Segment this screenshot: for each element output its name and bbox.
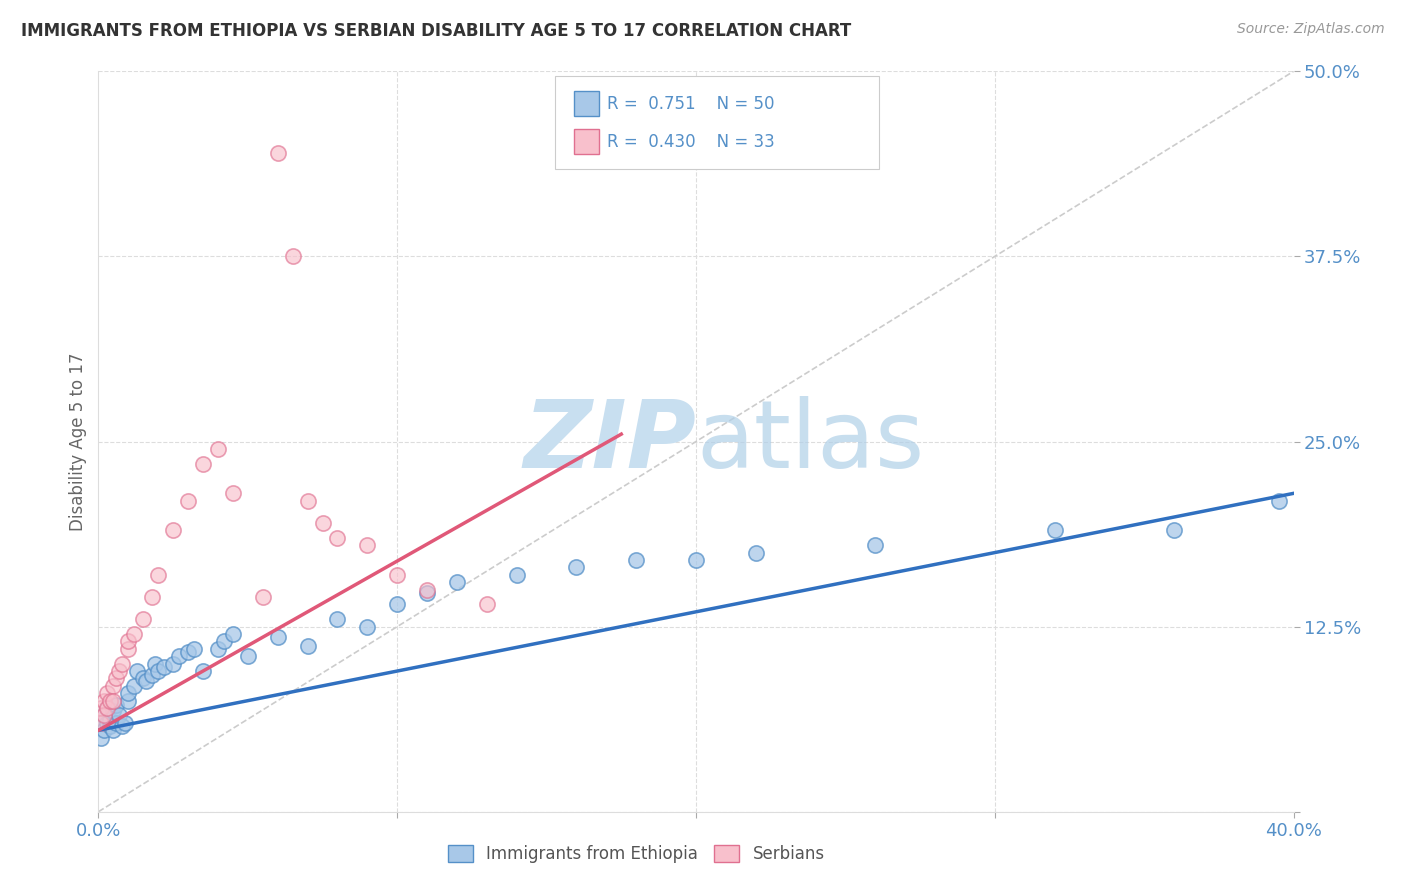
Point	[143, 657, 166, 671]
Point	[141, 668, 163, 682]
Point	[326, 531, 349, 545]
Point	[108, 708, 131, 723]
Point	[103, 723, 125, 738]
Point	[267, 145, 290, 160]
Point	[626, 553, 648, 567]
Point	[93, 708, 115, 723]
Point	[177, 645, 200, 659]
Text: Source: ZipAtlas.com: Source: ZipAtlas.com	[1237, 22, 1385, 37]
Text: ZIP: ZIP	[523, 395, 696, 488]
Point	[90, 715, 112, 730]
Point	[124, 627, 146, 641]
Point	[385, 567, 409, 582]
Point	[90, 715, 112, 730]
Point	[183, 641, 205, 656]
Point	[108, 664, 131, 678]
Point	[475, 598, 498, 612]
Point	[222, 627, 245, 641]
Point	[96, 701, 118, 715]
Point	[416, 582, 439, 597]
Point	[311, 516, 333, 530]
Point	[93, 708, 115, 723]
Point	[1267, 493, 1289, 508]
Point	[1163, 524, 1185, 538]
Point	[105, 672, 128, 686]
Point	[98, 713, 122, 727]
Point	[207, 442, 229, 456]
Point	[385, 598, 409, 612]
Point	[236, 649, 259, 664]
Point	[148, 664, 170, 678]
Point	[326, 612, 349, 626]
Point	[124, 679, 146, 693]
Text: R =  0.430    N = 33: R = 0.430 N = 33	[607, 133, 775, 151]
Point	[98, 694, 122, 708]
Point	[356, 538, 378, 552]
Point	[297, 493, 319, 508]
Point	[111, 657, 134, 671]
Point	[103, 704, 125, 718]
Point	[127, 664, 149, 678]
Point	[191, 457, 214, 471]
Point	[96, 686, 118, 700]
Point	[96, 701, 118, 715]
Point	[117, 641, 139, 656]
Point	[281, 250, 304, 264]
Point	[103, 694, 125, 708]
Point	[105, 698, 128, 712]
Point	[207, 641, 229, 656]
Point	[506, 567, 529, 582]
Point	[565, 560, 588, 574]
Point	[93, 694, 115, 708]
Point	[1043, 524, 1066, 538]
Point	[162, 657, 184, 671]
Text: IMMIGRANTS FROM ETHIOPIA VS SERBIAN DISABILITY AGE 5 TO 17 CORRELATION CHART: IMMIGRANTS FROM ETHIOPIA VS SERBIAN DISA…	[21, 22, 852, 40]
Point	[416, 585, 439, 599]
Point	[446, 575, 468, 590]
Point	[153, 659, 176, 673]
Text: R =  0.751    N = 50: R = 0.751 N = 50	[607, 95, 775, 113]
Point	[114, 715, 136, 730]
Point	[132, 672, 155, 686]
Point	[252, 590, 274, 604]
Text: atlas: atlas	[696, 395, 924, 488]
Point	[191, 664, 214, 678]
Point	[141, 590, 163, 604]
Point	[111, 719, 134, 733]
Point	[177, 493, 200, 508]
Point	[132, 612, 155, 626]
Point	[865, 538, 887, 552]
Point	[105, 715, 128, 730]
Point	[117, 634, 139, 648]
Point	[745, 546, 768, 560]
Point	[167, 649, 190, 664]
Point	[135, 674, 157, 689]
Point	[162, 524, 184, 538]
Point	[356, 619, 378, 633]
Point	[93, 723, 115, 738]
Point	[117, 686, 139, 700]
Legend: Immigrants from Ethiopia, Serbians: Immigrants from Ethiopia, Serbians	[441, 838, 831, 870]
Point	[98, 719, 122, 733]
Point	[685, 553, 707, 567]
Point	[90, 731, 112, 745]
Point	[212, 634, 235, 648]
Point	[117, 694, 139, 708]
Point	[267, 630, 290, 644]
Point	[103, 679, 125, 693]
Y-axis label: Disability Age 5 to 17: Disability Age 5 to 17	[69, 352, 87, 531]
Point	[90, 701, 112, 715]
Point	[96, 715, 118, 730]
Point	[222, 486, 245, 500]
Point	[148, 567, 170, 582]
Point	[297, 639, 319, 653]
